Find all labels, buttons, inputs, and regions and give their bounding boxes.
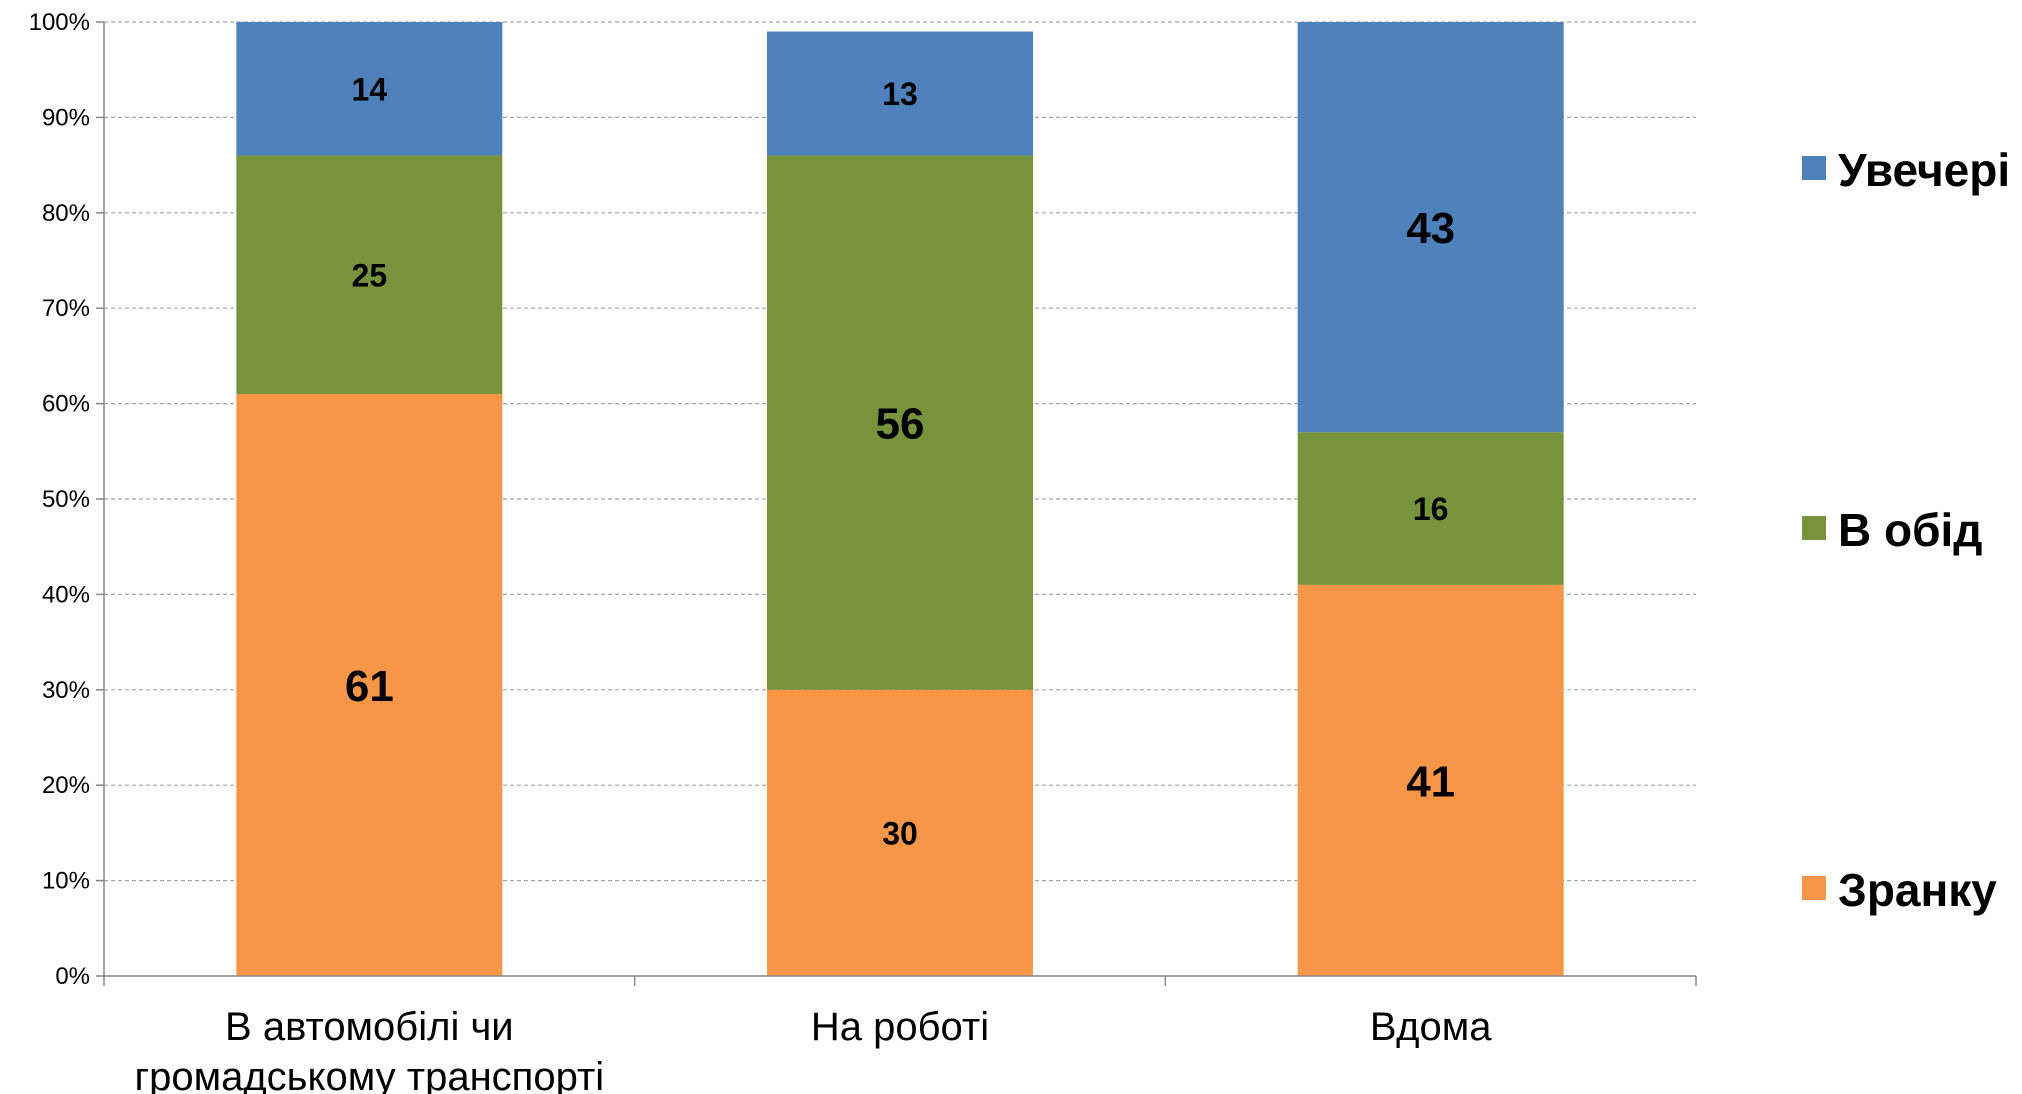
legend-label: Увечері (1838, 144, 2010, 196)
y-tick-label: 50% (42, 486, 90, 513)
data-labels: 61 25 14 30 56 13 41 16 43 (345, 71, 1455, 851)
data-label: 25 (352, 257, 388, 293)
axes: 0% 10% 20% 30% 40% 50% 60% 70% 80% 90% 100% В автом… (29, 9, 1697, 1094)
x-category-label: громадському транспорті (135, 1055, 605, 1094)
y-tick-label: 30% (42, 677, 90, 704)
y-tick-label: 100% (29, 9, 90, 36)
bar-segment (1297, 22, 1564, 433)
data-label: 13 (882, 76, 918, 112)
data-label: 61 (345, 662, 394, 711)
bar-segment (236, 394, 503, 976)
data-label: 43 (1406, 204, 1455, 253)
data-label: 56 (876, 400, 925, 449)
y-tick-label: 40% (42, 581, 90, 608)
y-tick-label: 20% (42, 772, 90, 799)
y-tick-label: 10% (42, 868, 90, 895)
bar-segment (1297, 584, 1564, 976)
bar-segment (236, 22, 503, 156)
legend-label: В обід (1838, 504, 1983, 556)
y-tick-label: 60% (42, 391, 90, 418)
x-category-label: На роботі (811, 1005, 989, 1049)
legend-swatch (1802, 516, 1826, 540)
bar-segment (1297, 432, 1564, 585)
bars (236, 22, 1564, 976)
x-category-label: В автомобілі чи (225, 1005, 514, 1049)
data-label: 41 (1406, 757, 1455, 806)
bar-segment (767, 31, 1033, 156)
y-tick-label: 70% (42, 295, 90, 322)
legend-swatch (1802, 876, 1826, 900)
bar-segment (236, 155, 503, 395)
data-label: 14 (352, 71, 388, 107)
data-label: 16 (1413, 491, 1449, 527)
legend-swatch (1802, 156, 1826, 180)
y-tick-label: 0% (55, 963, 90, 990)
y-tick-label: 90% (42, 104, 90, 131)
bar-segment (767, 689, 1033, 976)
data-label: 30 (882, 815, 918, 851)
legend-label: Зранку (1838, 864, 1997, 916)
bar-segment (767, 155, 1033, 690)
legend: Увечері В обід Зранку (1802, 144, 2010, 916)
y-tick-label: 80% (42, 200, 90, 227)
x-category-label: Вдома (1370, 1005, 1492, 1049)
